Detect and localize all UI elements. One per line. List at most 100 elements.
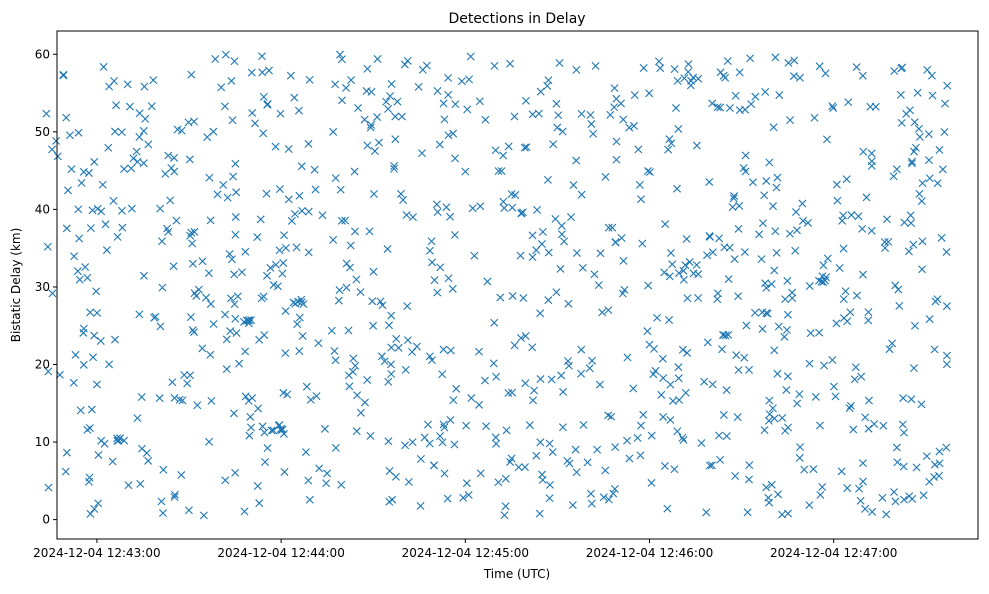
data-point [382, 97, 391, 106]
data-point [746, 54, 755, 63]
data-point [734, 224, 743, 233]
data-point [337, 480, 346, 489]
data-point [795, 453, 804, 462]
data-point [440, 469, 449, 478]
data-point [731, 91, 740, 100]
data-point [261, 458, 270, 466]
data-point [535, 509, 544, 518]
data-point [217, 83, 226, 92]
data-point [757, 255, 766, 264]
data-point [448, 284, 457, 293]
data-point [96, 337, 105, 345]
data-point [713, 289, 722, 298]
data-point [538, 227, 547, 236]
data-point [277, 426, 286, 435]
data-point [899, 394, 908, 403]
data-point [579, 420, 588, 429]
data-point [833, 196, 842, 205]
data-point [780, 332, 789, 341]
data-point [491, 433, 500, 442]
data-point [577, 190, 586, 199]
data-point [758, 324, 767, 333]
data-point [476, 469, 485, 478]
data-point [177, 126, 186, 135]
data-point [444, 90, 453, 99]
data-point [177, 471, 186, 480]
data-point [304, 139, 313, 148]
data-point [569, 181, 578, 190]
data-point [647, 478, 656, 487]
data-point [664, 145, 673, 154]
data-point [83, 273, 92, 282]
data-point [403, 336, 412, 345]
data-point [773, 173, 782, 182]
data-point [476, 202, 485, 211]
data-point [97, 436, 106, 445]
data-point [465, 75, 474, 84]
data-point [231, 230, 240, 239]
data-point [835, 264, 844, 272]
data-point [673, 76, 682, 85]
data-point [506, 59, 515, 68]
data-point [213, 190, 222, 199]
data-point [935, 459, 944, 468]
data-point [295, 191, 304, 200]
data-point [369, 267, 378, 276]
data-point [349, 354, 358, 363]
data-point [253, 482, 262, 490]
data-point [705, 461, 714, 470]
data-point [281, 349, 290, 358]
data-point [890, 488, 898, 497]
data-point [439, 345, 448, 354]
data-point [139, 126, 148, 135]
data-point [158, 237, 167, 246]
data-point [305, 75, 314, 84]
data-point [930, 460, 939, 469]
data-point [909, 364, 918, 373]
data-point [683, 294, 692, 303]
data-point [867, 149, 876, 158]
data-point [172, 216, 181, 225]
data-point [449, 396, 458, 405]
data-point [892, 165, 901, 174]
data-point [554, 111, 563, 120]
data-point [133, 414, 142, 423]
data-point [275, 246, 284, 255]
data-point [353, 391, 362, 400]
data-point [686, 81, 695, 90]
data-point [846, 401, 855, 410]
data-point [338, 96, 347, 105]
data-point [281, 244, 290, 253]
data-point [323, 469, 332, 478]
data-point [814, 276, 823, 285]
data-point [263, 271, 272, 280]
data-point [941, 99, 950, 108]
data-point [856, 496, 865, 505]
data-point [297, 206, 306, 215]
data-point [943, 81, 952, 90]
data-point [341, 216, 350, 225]
data-point [799, 216, 807, 225]
data-point [147, 102, 156, 111]
data-point [137, 393, 146, 402]
data-point [467, 394, 476, 403]
data-point [680, 74, 689, 83]
y-tick-label: 30 [35, 280, 50, 294]
data-point [117, 206, 126, 215]
data-point [436, 432, 445, 441]
data-point [770, 414, 779, 423]
data-point [544, 76, 553, 85]
data-point [917, 400, 926, 409]
data-point [668, 260, 677, 269]
data-point [785, 229, 794, 238]
data-point [816, 490, 825, 499]
data-point [79, 328, 88, 337]
data-point [418, 149, 427, 158]
data-point [681, 261, 690, 270]
data-point [337, 55, 346, 64]
data-point [923, 65, 932, 74]
data-point [170, 490, 179, 499]
data-point [420, 433, 429, 442]
data-point [908, 494, 917, 503]
data-point [449, 129, 458, 138]
